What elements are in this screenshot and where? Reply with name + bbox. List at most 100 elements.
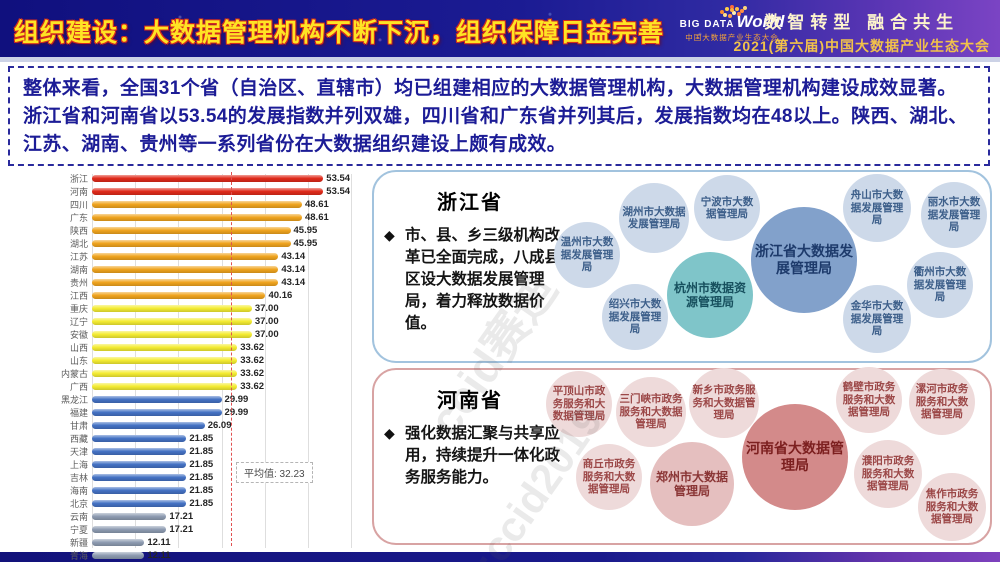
henan-panel-text: 河南省 ◆ 强化数据汇聚与共享应用，持续提升一体化政务服务能力。 — [384, 380, 566, 489]
org-bubble-small: 丽水市大数据发展管理局 — [921, 182, 987, 248]
province-label: 辽宁 — [69, 317, 88, 327]
bar-row: 广东 48.61 — [54, 211, 366, 224]
bar-value: 37.00 — [254, 329, 279, 340]
org-bubble-small: 舟山市大数据发展管理局 — [843, 174, 911, 242]
province-label: 广东 — [69, 213, 88, 223]
province-label: 北京 — [69, 499, 88, 509]
average-label: 平均值: 32.23 — [236, 462, 313, 483]
bar-value: 21.85 — [189, 433, 214, 444]
page-title: 组织建设：大数据管理机构不断下沉，组织保障日益完善 — [14, 19, 665, 47]
province-label: 吉林 — [69, 473, 88, 483]
bar-row: 云南 17.21 — [54, 510, 366, 523]
bar-row: 黑龙江 29.99 — [54, 393, 366, 406]
bar-row: 新疆 12.11 — [54, 536, 366, 549]
zhejiang-panel-title: 浙江省 — [437, 192, 503, 214]
bar-row: 福建 29.99 — [54, 406, 366, 419]
org-bubble-small: 商丘市政务服务和大数据管理局 — [576, 444, 642, 510]
bar — [92, 279, 279, 286]
province-label: 甘肃 — [69, 421, 88, 431]
province-label: 青海 — [69, 551, 88, 561]
bar-row: 浙江 53.54 — [54, 172, 366, 185]
bar-value: 53.54 — [326, 186, 351, 197]
org-bubble-small: 鹤壁市政务服务和大数据管理局 — [836, 367, 902, 433]
bar-value: 43.14 — [281, 277, 306, 288]
bar-value: 21.85 — [189, 472, 214, 483]
conference-slogan: 数智转型 融合共生 2021(第六届)中国大数据产业生态大会 — [734, 8, 990, 56]
province-label: 新疆 — [69, 538, 88, 548]
bar — [92, 292, 266, 299]
zhejiang-bullet-text: 市、县、乡三级机构改革已全面完成，八成县区设大数据发展管理局，着力释放数据价值。 — [405, 227, 561, 332]
bar-row: 山东 33.62 — [54, 354, 366, 367]
gridline — [264, 174, 266, 548]
bar-row: 吉林 21.85 — [54, 471, 366, 484]
province-label: 上海 — [69, 460, 88, 470]
org-bubble-small: 衢州市大数据发展管理局 — [907, 252, 973, 318]
bar-value: 33.62 — [240, 368, 265, 379]
bar — [92, 500, 187, 507]
bar-value: 45.95 — [293, 225, 318, 236]
bar — [92, 409, 222, 416]
bar — [92, 383, 238, 390]
header-banner: 组织建设：大数据管理机构不断下沉，组织保障日益完善 BIG DATA World … — [0, 0, 1000, 57]
province-label: 湖北 — [69, 239, 88, 249]
bar — [92, 396, 222, 403]
bar — [92, 331, 252, 338]
org-bubble-small: 新乡市政务服务和大数据管理局 — [689, 368, 759, 438]
bigdata-world-logo: BIG DATA World 中国大数据产业生态大会 — [676, 6, 788, 43]
province-label: 江苏 — [69, 252, 88, 262]
org-bubble-small: 温州市大数据发展管理局 — [554, 222, 620, 288]
province-label: 河南 — [69, 187, 88, 197]
bar-row: 宁夏 17.21 — [54, 523, 366, 536]
bar-value: 21.85 — [189, 485, 214, 496]
province-label: 黑龙江 — [60, 395, 88, 405]
bar — [92, 474, 187, 481]
henan-panel-title: 河南省 — [437, 390, 503, 412]
province-label: 湖南 — [69, 265, 88, 275]
org-bubble-center: 浙江省大数据发展管理局 — [751, 207, 857, 313]
bar-value: 48.61 — [304, 212, 329, 223]
org-bubble-small: 宁波市大数据管理局 — [694, 175, 760, 241]
bar — [92, 214, 302, 221]
bar-value: 21.85 — [189, 446, 214, 457]
bar-value: 53.54 — [326, 173, 351, 184]
summary-box: 整体来看，全国31个省（自治区、直辖市）均已组建相应的大数据管理机构，大数据管理… — [8, 66, 990, 166]
diamond-bullet-icon: ◆ — [384, 227, 395, 243]
province-label: 西藏 — [69, 434, 88, 444]
bar-value: 40.16 — [268, 290, 293, 301]
bar — [92, 422, 205, 429]
bar — [92, 435, 187, 442]
slogan-line2: 2021(第六届)中国大数据产业生态大会 — [733, 38, 990, 54]
bar-value: 33.62 — [240, 381, 265, 392]
province-index-bar-chart: 浙江 53.54 河南 53.54 四川 48.61 广东 48.61 陕西 45.95 湖北 45.… — [54, 172, 366, 561]
province-label: 江西 — [69, 291, 88, 301]
bar-value: 17.21 — [169, 524, 194, 535]
bar-value: 29.99 — [224, 407, 249, 418]
bar-row: 重庆 37.00 — [54, 302, 366, 315]
org-bubble-small: 湖州市大数据发展管理局 — [619, 183, 689, 253]
bar — [92, 357, 238, 364]
bar — [92, 227, 291, 234]
province-label: 四川 — [69, 200, 88, 210]
gridline — [351, 174, 353, 548]
bar-row: 江苏 43.14 — [54, 250, 366, 263]
bar-row: 陕西 45.95 — [54, 224, 366, 237]
org-bubble-small: 濮阳市政务服务和大数据管理局 — [854, 440, 922, 508]
bar — [92, 513, 167, 520]
gridline — [308, 174, 309, 548]
slogan-line1: 数智转型 融合共生 — [764, 13, 960, 32]
province-label: 山西 — [69, 343, 88, 353]
bar-row: 青海 12.11 — [54, 549, 366, 562]
bar-row: 贵州 43.14 — [54, 276, 366, 289]
bar — [92, 461, 187, 468]
bar-value: 29.99 — [224, 394, 249, 405]
bar-value: 33.62 — [240, 342, 265, 353]
bar — [92, 175, 324, 182]
province-label: 广西 — [69, 382, 88, 392]
bar — [92, 240, 291, 247]
bar — [92, 526, 167, 533]
footer-bar — [0, 552, 1000, 562]
bar-row: 广西 33.62 — [54, 380, 366, 393]
bar-value: 48.61 — [304, 199, 329, 210]
diamond-bullet-icon: ◆ — [384, 425, 395, 441]
